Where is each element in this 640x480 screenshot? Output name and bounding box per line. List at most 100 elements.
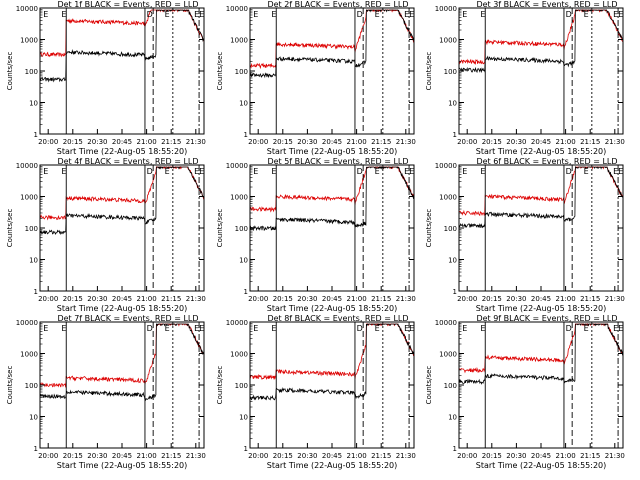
x-tick-label: 20:00 <box>248 452 268 460</box>
plot-frame <box>249 7 415 135</box>
y-tick-label: 10000 <box>435 5 457 13</box>
marker-label: E <box>404 324 409 333</box>
y-tick-label: 1 <box>244 288 248 296</box>
marker-label: E <box>584 167 589 176</box>
marker-label: E <box>613 10 618 19</box>
x-tick-label: 20:15 <box>482 138 502 146</box>
marker-label: D <box>147 324 153 333</box>
events-series-line <box>39 165 205 235</box>
marker-label: E <box>43 10 48 19</box>
x-tick-label: 21:15 <box>580 452 600 460</box>
marker-label: E <box>618 324 623 333</box>
marker-label: E <box>584 324 589 333</box>
x-tick-label: 20:15 <box>63 452 83 460</box>
marker-label: E <box>271 10 276 19</box>
y-tick-label: 1 <box>34 445 38 453</box>
x-tick-label: 20:15 <box>63 295 83 303</box>
x-tick-label: 21:15 <box>161 138 181 146</box>
x-tick-label: 21:00 <box>137 295 157 303</box>
marker-label: E <box>409 10 414 19</box>
y-tick-label: 10000 <box>435 319 457 327</box>
panel-title: Det 6f BLACK = Events, RED = LLD <box>476 157 617 166</box>
y-axis-label: Counts/sec <box>216 366 224 405</box>
x-tick-label: 20:45 <box>322 138 342 146</box>
x-tick-label: 21:15 <box>371 295 391 303</box>
x-axis-label: Start Time (22-Aug-05 18:55:20) <box>267 304 398 313</box>
marker-label: E <box>462 324 467 333</box>
marker-label: E <box>480 167 485 176</box>
x-tick-label: 20:15 <box>273 138 293 146</box>
panel-title: Det 5f BLACK = Events, RED = LLD <box>267 157 408 166</box>
x-tick-label: 20:00 <box>457 138 477 146</box>
y-axis-label: Counts/sec <box>6 366 14 405</box>
panel-title: Det 7f BLACK = Events, RED = LLD <box>57 314 198 323</box>
x-tick-label: 21:00 <box>137 138 157 146</box>
y-tick-label: 10000 <box>16 162 38 170</box>
marker-label: D <box>357 167 363 176</box>
x-axis-label: Start Time (22-Aug-05 18:55:20) <box>476 304 607 313</box>
panel-title: Det 3f BLACK = Events, RED = LLD <box>476 0 617 9</box>
x-tick-label: 20:30 <box>506 138 526 146</box>
marker-label: E <box>618 10 623 19</box>
marker-label: E <box>165 10 170 19</box>
y-tick-label: 1 <box>34 288 38 296</box>
x-tick-label: 21:30 <box>186 452 206 460</box>
x-tick-label: 20:15 <box>482 295 502 303</box>
y-tick-label: 1 <box>453 445 457 453</box>
y-tick-label: 10 <box>239 414 248 422</box>
lld-series-line <box>249 9 415 70</box>
marker-label: D <box>147 167 153 176</box>
y-tick-label: 1000 <box>439 37 457 45</box>
y-tick-label: 10 <box>239 100 248 108</box>
x-tick-label: 20:45 <box>531 138 551 146</box>
marker-label: E <box>480 324 485 333</box>
y-axis-label: Counts/sec <box>425 52 433 91</box>
lld-series-line <box>458 323 624 374</box>
plot-frame <box>39 164 205 292</box>
x-axis-label: Start Time (22-Aug-05 18:55:20) <box>57 304 188 313</box>
y-tick-label: 1000 <box>20 194 38 202</box>
events-series-line <box>458 166 624 229</box>
x-axis-label: Start Time (22-Aug-05 18:55:20) <box>57 147 188 156</box>
marker-label: E <box>194 10 199 19</box>
marker-label: E <box>375 167 380 176</box>
x-tick-label: 20:00 <box>38 452 58 460</box>
y-tick-label: 100 <box>444 382 457 390</box>
marker-label: D <box>357 324 363 333</box>
x-tick-label: 20:30 <box>297 138 317 146</box>
marker-label: E <box>404 10 409 19</box>
marker-label: E <box>375 10 380 19</box>
y-tick-label: 1 <box>453 288 457 296</box>
x-tick-label: 20:30 <box>87 295 107 303</box>
marker-label: E <box>43 324 48 333</box>
plot-frame <box>458 164 624 292</box>
x-tick-label: 21:30 <box>396 452 416 460</box>
x-tick-label: 20:00 <box>248 138 268 146</box>
y-tick-label: 1 <box>453 131 457 139</box>
plot-frame <box>39 7 205 135</box>
x-tick-label: 20:15 <box>273 295 293 303</box>
x-tick-label: 21:15 <box>580 295 600 303</box>
plot-frame <box>249 321 415 449</box>
y-axis-label: Counts/sec <box>216 209 224 248</box>
marker-label: E <box>199 10 204 19</box>
y-tick-label: 10 <box>29 257 38 265</box>
y-tick-label: 10000 <box>226 5 248 13</box>
x-tick-label: 20:15 <box>273 452 293 460</box>
marker-label: E <box>271 167 276 176</box>
x-tick-label: 21:15 <box>161 295 181 303</box>
lld-series-line <box>39 165 205 221</box>
y-tick-label: 100 <box>25 225 38 233</box>
events-series-line <box>249 9 415 79</box>
x-tick-label: 20:15 <box>63 138 83 146</box>
y-tick-label: 10 <box>29 414 38 422</box>
marker-label: E <box>43 167 48 176</box>
y-tick-label: 100 <box>235 382 248 390</box>
marker-label: E <box>199 167 204 176</box>
y-tick-label: 1000 <box>20 37 38 45</box>
panel-title: Det 2f BLACK = Events, RED = LLD <box>267 0 408 9</box>
panel-title: Det 4f BLACK = Events, RED = LLD <box>57 157 198 166</box>
